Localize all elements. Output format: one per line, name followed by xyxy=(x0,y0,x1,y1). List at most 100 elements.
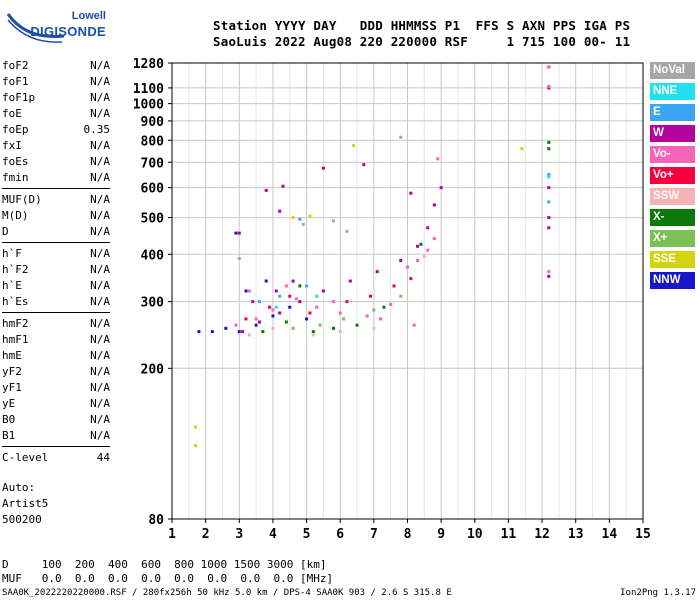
legend-item: W xyxy=(650,125,695,142)
y-tick-label: 400 xyxy=(141,248,165,263)
echo-point xyxy=(271,314,275,318)
echo-point xyxy=(288,294,292,298)
param-label: h`Es xyxy=(2,295,29,308)
echo-point xyxy=(288,305,292,309)
echo-point xyxy=(547,65,551,69)
param-label: yF2 xyxy=(2,365,22,378)
param-row: foEp 0.35 xyxy=(2,122,110,138)
echo-point xyxy=(234,231,238,235)
echo-point xyxy=(308,311,312,315)
echo-point xyxy=(251,300,255,304)
digisonde-logo: Lowell DIGISONDE xyxy=(6,10,106,46)
echo-point xyxy=(244,289,248,293)
echo-point xyxy=(274,305,278,309)
y-tick-label: 800 xyxy=(141,134,165,149)
echo-point xyxy=(237,256,241,260)
echo-point xyxy=(271,326,275,330)
legend-item: NoVal xyxy=(650,62,695,79)
params-separator xyxy=(2,312,110,313)
echo-point xyxy=(547,175,551,179)
muf-row: MUF 0.0 0.0 0.0 0.0 0.0 0.0 0.0 0.0 [MHz… xyxy=(2,572,334,585)
echo-point xyxy=(257,320,261,324)
echo-point xyxy=(416,244,420,248)
echo-point xyxy=(318,323,322,327)
param-row: h`E N/A xyxy=(2,278,110,294)
echo-point xyxy=(547,216,551,220)
auto-label: Auto: xyxy=(2,481,36,494)
param-value: N/A xyxy=(90,365,110,378)
echo-point xyxy=(352,144,356,148)
echo-point xyxy=(520,147,524,151)
echo-point xyxy=(261,330,265,334)
echo-point xyxy=(247,289,251,293)
echo-point xyxy=(547,186,551,190)
echo-point xyxy=(224,326,228,330)
echo-point xyxy=(399,259,403,263)
y-tick-label: 1000 xyxy=(133,98,164,113)
echo-point xyxy=(278,294,282,298)
auto-program: Artist5 xyxy=(2,497,49,510)
echo-point xyxy=(291,216,295,220)
auto-code: 500200 xyxy=(2,513,42,526)
echo-point xyxy=(254,323,258,327)
header-line-2: SaoLuis 2022 Aug08 220 220000 RSF 1 715 … xyxy=(213,34,631,49)
param-row: yF1 N/A xyxy=(2,380,110,396)
param-value: N/A xyxy=(90,295,110,308)
param-label: hmE xyxy=(2,349,22,362)
param-row: foF1 N/A xyxy=(2,74,110,90)
echo-point xyxy=(321,289,325,293)
y-tick-label: 600 xyxy=(141,182,165,197)
logo-text-digisonde: DIGISONDE xyxy=(30,24,106,39)
param-value: N/A xyxy=(90,59,110,72)
legend-item: X+ xyxy=(650,230,695,247)
echo-point xyxy=(331,300,335,304)
echo-point xyxy=(399,135,403,139)
param-value: N/A xyxy=(90,397,110,410)
param-label: foE xyxy=(2,107,22,120)
param-label: MUF(D) xyxy=(2,193,42,206)
echo-point xyxy=(315,294,319,298)
params-separator xyxy=(2,242,110,243)
echo-point xyxy=(338,330,342,334)
echo-point xyxy=(305,317,309,321)
echo-point xyxy=(372,326,376,330)
param-row: B0 N/A xyxy=(2,412,110,428)
param-value: 44 xyxy=(96,451,110,464)
echo-point xyxy=(432,237,436,241)
legend-item: Vo- xyxy=(650,146,695,163)
y-tick-label: 900 xyxy=(141,115,165,130)
y-tick-label: 300 xyxy=(141,296,165,311)
param-label: M(D) xyxy=(2,209,29,222)
echo-point xyxy=(355,323,359,327)
param-row: hmE N/A xyxy=(2,348,110,364)
echo-point xyxy=(311,330,315,334)
echo-point xyxy=(547,147,551,151)
echo-point xyxy=(362,163,366,167)
x-tick-label: 7 xyxy=(370,527,378,542)
echo-point xyxy=(274,289,278,293)
echo-point xyxy=(291,326,295,330)
plot-border xyxy=(171,62,644,520)
param-label: h`E xyxy=(2,279,22,292)
echo-point xyxy=(547,270,551,274)
echo-point xyxy=(284,284,288,288)
x-tick-label: 12 xyxy=(534,527,550,542)
param-label: h`F2 xyxy=(2,263,29,276)
param-row: yF2 N/A xyxy=(2,364,110,380)
x-tick-label: 3 xyxy=(235,527,243,542)
y-tick-label: 500 xyxy=(141,212,165,227)
echo-point xyxy=(436,157,440,161)
echo-point xyxy=(210,330,214,334)
x-tick-label: 9 xyxy=(437,527,445,542)
param-value: N/A xyxy=(90,107,110,120)
params-separator xyxy=(2,188,110,189)
echo-point xyxy=(194,425,198,429)
param-label: h`F xyxy=(2,247,22,260)
echo-point xyxy=(368,294,372,298)
echo-point xyxy=(254,317,258,321)
echo-point xyxy=(372,308,376,312)
echo-point xyxy=(409,191,413,195)
param-row: foF2 N/A xyxy=(2,58,110,74)
param-row: foF1p N/A xyxy=(2,90,110,106)
